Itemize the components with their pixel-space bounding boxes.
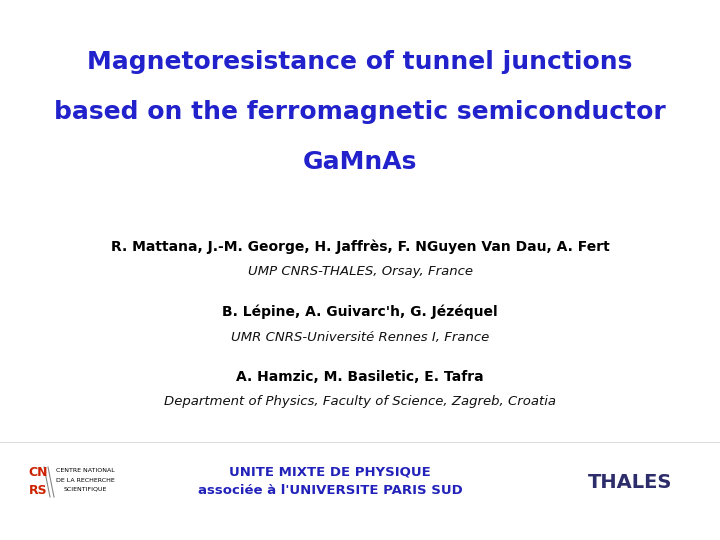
Text: UMP CNRS-THALES, Orsay, France: UMP CNRS-THALES, Orsay, France xyxy=(248,266,472,279)
Text: RS: RS xyxy=(29,484,48,497)
Text: B. Lépine, A. Guivarc'h, G. Jézéquel: B. Lépine, A. Guivarc'h, G. Jézéquel xyxy=(222,305,498,319)
Text: CN: CN xyxy=(28,467,48,480)
Text: THALES: THALES xyxy=(588,474,672,492)
Text: SCIENTIFIQUE: SCIENTIFIQUE xyxy=(63,487,107,491)
Text: UNITE MIXTE DE PHYSIQUE: UNITE MIXTE DE PHYSIQUE xyxy=(229,465,431,478)
Text: GaMnAs: GaMnAs xyxy=(303,150,417,174)
Text: Magnetoresistance of tunnel junctions: Magnetoresistance of tunnel junctions xyxy=(87,50,633,74)
Text: A. Hamzic, M. Basiletic, E. Tafra: A. Hamzic, M. Basiletic, E. Tafra xyxy=(236,370,484,384)
Text: DE LA RECHERCHE: DE LA RECHERCHE xyxy=(55,477,114,483)
Text: Department of Physics, Faculty of Science, Zagreb, Croatia: Department of Physics, Faculty of Scienc… xyxy=(164,395,556,408)
Text: UMR CNRS-Université Rennes I, France: UMR CNRS-Université Rennes I, France xyxy=(231,330,489,343)
Text: based on the ferromagnetic semiconductor: based on the ferromagnetic semiconductor xyxy=(54,100,666,124)
Text: CENTRE NATIONAL: CENTRE NATIONAL xyxy=(55,469,114,474)
Text: R. Mattana, J.-M. George, H. Jaffrès, F. NGuyen Van Dau, A. Fert: R. Mattana, J.-M. George, H. Jaffrès, F.… xyxy=(111,240,609,254)
Text: associée à l'UNIVERSITE PARIS SUD: associée à l'UNIVERSITE PARIS SUD xyxy=(197,484,462,497)
